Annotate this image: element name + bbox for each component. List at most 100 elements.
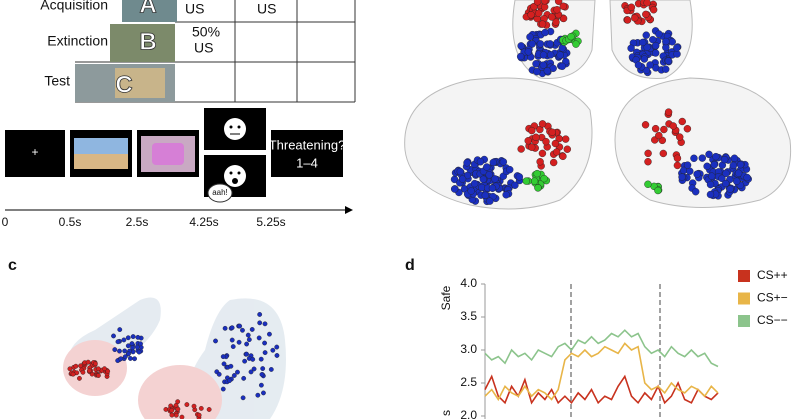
sound-label: aah! — [212, 188, 228, 197]
electrode — [262, 350, 268, 356]
electrode — [481, 191, 490, 199]
row-label: Test — [44, 73, 70, 89]
electrode — [121, 337, 127, 343]
electrode — [538, 20, 547, 28]
electrode — [703, 162, 711, 170]
electrode — [228, 363, 234, 369]
electrode — [563, 145, 572, 153]
electrode — [246, 337, 252, 343]
electrode — [486, 197, 494, 205]
electrode — [235, 369, 240, 375]
y-tick-label: 2.5 — [460, 375, 477, 389]
electrode — [467, 187, 475, 195]
electrode — [240, 395, 246, 401]
electrode — [673, 161, 682, 170]
electrode — [548, 13, 556, 21]
electrode — [483, 163, 491, 171]
electrode — [506, 165, 514, 174]
electrode — [248, 369, 254, 375]
electrode — [643, 0, 651, 7]
electrode — [660, 125, 668, 134]
electrode — [122, 354, 128, 360]
electrode — [655, 131, 663, 140]
electrode — [220, 354, 226, 360]
electrode — [673, 154, 682, 162]
electrode — [95, 366, 101, 372]
cell: US — [257, 1, 276, 17]
y-tick-label: 2.0 — [460, 408, 477, 419]
electrode — [631, 14, 639, 22]
electrode — [244, 351, 249, 357]
electrode — [485, 171, 493, 179]
electrode — [257, 312, 263, 317]
y-tick-label: 3.5 — [460, 309, 477, 323]
electrode — [73, 363, 79, 369]
electrode — [191, 403, 197, 409]
electrode — [729, 161, 738, 170]
electrode — [641, 121, 650, 129]
electrode — [249, 327, 255, 332]
electrode — [517, 42, 525, 50]
electrode — [257, 320, 263, 326]
electrode — [125, 335, 131, 341]
electrode — [502, 191, 510, 199]
cell: 50% — [192, 24, 220, 40]
electrode — [528, 126, 536, 135]
electrode — [554, 0, 563, 5]
electrode — [229, 337, 235, 343]
electrode — [706, 190, 715, 199]
series-line — [484, 329, 719, 368]
electrode — [126, 351, 131, 357]
electrode — [216, 371, 222, 377]
electrode — [623, 16, 632, 24]
electrode — [129, 341, 135, 347]
electrode — [693, 170, 701, 178]
context-thumbnails — [75, 0, 177, 102]
row-label: Extinction — [47, 33, 108, 49]
y-tick-label: 3.0 — [460, 342, 477, 356]
electrode — [567, 32, 575, 41]
electrode — [70, 371, 76, 377]
electrode — [173, 412, 179, 418]
electrode — [117, 327, 123, 333]
electrode — [122, 348, 128, 354]
electrode — [552, 148, 561, 156]
time-tick: 0 — [2, 215, 9, 229]
electrode — [572, 40, 580, 48]
electrode — [463, 159, 471, 167]
electrode — [708, 172, 716, 180]
electrode — [552, 18, 560, 26]
electrode — [125, 343, 131, 349]
electrode — [132, 356, 137, 362]
electrode — [258, 382, 264, 388]
electrode — [237, 323, 243, 329]
electrode — [659, 149, 668, 158]
electrode — [196, 412, 202, 418]
y-axis-label: s — [439, 410, 453, 416]
electrode — [491, 175, 499, 183]
electrode — [268, 367, 274, 372]
electrode — [535, 9, 543, 17]
electrode — [712, 152, 720, 161]
electrode — [651, 124, 660, 133]
electrode — [241, 375, 247, 381]
electrode — [78, 363, 83, 369]
electrode — [175, 406, 181, 412]
electrode — [245, 332, 251, 338]
electrode — [242, 358, 248, 364]
electrode — [698, 154, 706, 162]
electrode — [261, 390, 266, 396]
legend-swatch — [738, 315, 750, 327]
electrode — [522, 177, 530, 185]
electrode — [743, 173, 751, 182]
legend-swatch — [738, 270, 750, 282]
electrode — [640, 55, 649, 63]
panel-label: d — [405, 257, 415, 274]
electrode — [92, 361, 98, 367]
y-tick-label: 4.0 — [460, 276, 477, 290]
electrode — [534, 184, 542, 192]
electrode — [627, 44, 635, 52]
electrode — [259, 372, 265, 377]
electrode — [458, 175, 467, 183]
